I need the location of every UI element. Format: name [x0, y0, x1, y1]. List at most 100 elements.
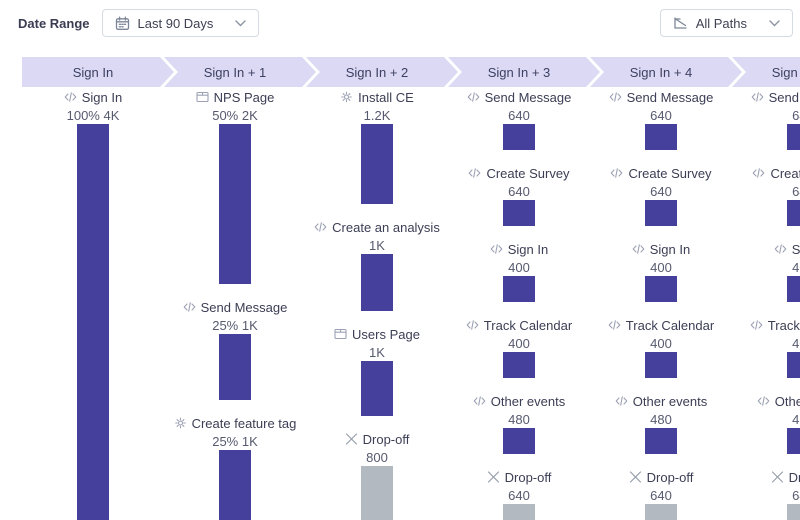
event-node[interactable]: Sign In 400: [590, 240, 732, 302]
event-node[interactable]: Create Survey 640: [732, 164, 800, 226]
event-count: 640: [650, 487, 672, 503]
event-bar[interactable]: [503, 352, 535, 378]
event-label: Drop-off: [646, 469, 694, 485]
event-node[interactable]: Create Survey 640: [590, 164, 732, 226]
event-node[interactable]: Track Calendar 400: [590, 316, 732, 378]
event-label-row: Create an analysis: [306, 218, 448, 236]
event-node[interactable]: Track Calendar 400: [448, 316, 590, 378]
path-headers: Sign In Sign In + 1 Sign In + 2 Sign In + 3…: [22, 57, 800, 87]
event-label: Other events: [490, 393, 566, 409]
event-label-row: Track Calendar: [448, 316, 590, 334]
event-label-row: Drop-off: [590, 468, 732, 486]
event-node[interactable]: Install CE 1.2K: [306, 88, 448, 204]
event-bar[interactable]: [503, 124, 535, 150]
paths-filter-select[interactable]: All Paths: [659, 9, 793, 37]
dropoff-bar[interactable]: [361, 466, 393, 520]
code-icon: [64, 91, 77, 103]
event-bar[interactable]: [219, 124, 251, 284]
date-range-value: Last 90 Days: [137, 15, 214, 31]
event-node[interactable]: Send Message 25% 1K: [164, 298, 306, 400]
event-node[interactable]: Users Page 1K: [306, 325, 448, 416]
event-bar[interactable]: [503, 200, 535, 226]
event-node[interactable]: Other events 480: [590, 392, 732, 454]
event-bar[interactable]: [645, 124, 677, 150]
event-node[interactable]: NPS Page 50% 2K: [164, 88, 306, 284]
event-label: Track Calendar: [625, 317, 715, 333]
path-step-header: Sign In + 5: [732, 57, 800, 87]
event-label: Sign In: [791, 241, 800, 257]
event-label: Drop-off: [362, 431, 410, 447]
event-bar[interactable]: [787, 124, 800, 150]
code-icon: [751, 91, 764, 103]
event-bar[interactable]: [361, 124, 393, 204]
event-node[interactable]: Create feature tag 25% 1K: [164, 414, 306, 520]
event-node[interactable]: Sign In 400: [732, 240, 800, 302]
event-node[interactable]: Sign In 100% 4K: [22, 88, 164, 520]
dropoff-bar[interactable]: [787, 504, 800, 520]
event-count: 640: [508, 183, 530, 199]
code-icon: [757, 395, 770, 407]
dropoff-node[interactable]: Drop-off 640: [448, 468, 590, 520]
dropoff-bar[interactable]: [645, 504, 677, 520]
event-bar[interactable]: [503, 428, 535, 454]
dropoff-node[interactable]: Drop-off 640: [590, 468, 732, 520]
dropoff-node[interactable]: Drop-off 800: [306, 430, 448, 520]
path-step-label: Sign In + 5: [771, 64, 800, 80]
event-node[interactable]: Other events 480: [448, 392, 590, 454]
event-bar[interactable]: [787, 428, 800, 454]
event-label-row: Other events: [448, 392, 590, 410]
event-label-row: Drop-off: [448, 468, 590, 486]
event-bar[interactable]: [787, 276, 800, 302]
event-count: 400: [650, 335, 672, 351]
event-bar[interactable]: [77, 124, 109, 520]
event-label-row: Send Message: [448, 88, 590, 106]
path-columns: Sign In 100% 4K NPS Page 50% 2K Send Message…: [22, 88, 800, 520]
event-bar[interactable]: [503, 276, 535, 302]
event-count: 400: [792, 335, 800, 351]
event-node[interactable]: Other events 480: [732, 392, 800, 454]
event-label: Send Message: [484, 89, 572, 105]
event-bar[interactable]: [645, 200, 677, 226]
event-bar[interactable]: [219, 334, 251, 400]
event-bar[interactable]: [645, 276, 677, 302]
event-label-row: Create Survey: [732, 164, 800, 182]
event-node[interactable]: Send Message 640: [732, 88, 800, 150]
event-bar[interactable]: [219, 450, 251, 520]
event-bar[interactable]: [361, 361, 393, 416]
event-bar[interactable]: [645, 428, 677, 454]
event-count: 1K: [369, 344, 385, 360]
event-bar[interactable]: [787, 352, 800, 378]
dropoff-bar[interactable]: [503, 504, 535, 520]
event-bar[interactable]: [645, 352, 677, 378]
dropoff-node[interactable]: Drop-off 640: [732, 468, 800, 520]
event-label-row: Sign In: [590, 240, 732, 258]
code-icon: [610, 167, 623, 179]
event-count: 400: [792, 259, 800, 275]
event-count: 50% 2K: [212, 107, 258, 123]
event-label: NPS Page: [213, 89, 275, 105]
date-range-select[interactable]: Last 90 Days: [101, 9, 260, 37]
path-column: Send Message 640 Create Survey 640 Sign In 40…: [448, 88, 590, 520]
event-node[interactable]: Track Calendar 400: [732, 316, 800, 378]
event-label-row: Sign In: [732, 240, 800, 258]
event-node[interactable]: Create an analysis 1K: [306, 218, 448, 311]
event-node[interactable]: Send Message 640: [448, 88, 590, 150]
event-bar[interactable]: [361, 254, 393, 311]
event-node[interactable]: Send Message 640: [590, 88, 732, 150]
chevron-down-icon: [769, 19, 780, 27]
event-count: 640: [508, 487, 530, 503]
paths-filter-group: All Paths: [659, 9, 793, 37]
feature-icon: [174, 417, 187, 429]
path-step-header: Sign In + 4: [590, 57, 742, 87]
toolbar: Date Range Last 90 Days: [18, 9, 793, 37]
chevron-down-icon: [235, 19, 247, 27]
path-step-label: Sign In + 1: [203, 64, 267, 80]
path-column: Sign In 100% 4K: [22, 88, 164, 520]
event-count: 640: [792, 183, 800, 199]
path-step-label: Sign In: [72, 64, 114, 80]
event-bar[interactable]: [787, 200, 800, 226]
event-count: 100% 4K: [66, 107, 120, 123]
event-node[interactable]: Sign In 400: [448, 240, 590, 302]
event-node[interactable]: Create Survey 640: [448, 164, 590, 226]
